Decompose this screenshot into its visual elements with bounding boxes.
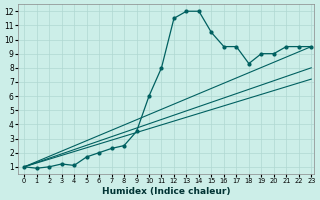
X-axis label: Humidex (Indice chaleur): Humidex (Indice chaleur): [101, 187, 230, 196]
